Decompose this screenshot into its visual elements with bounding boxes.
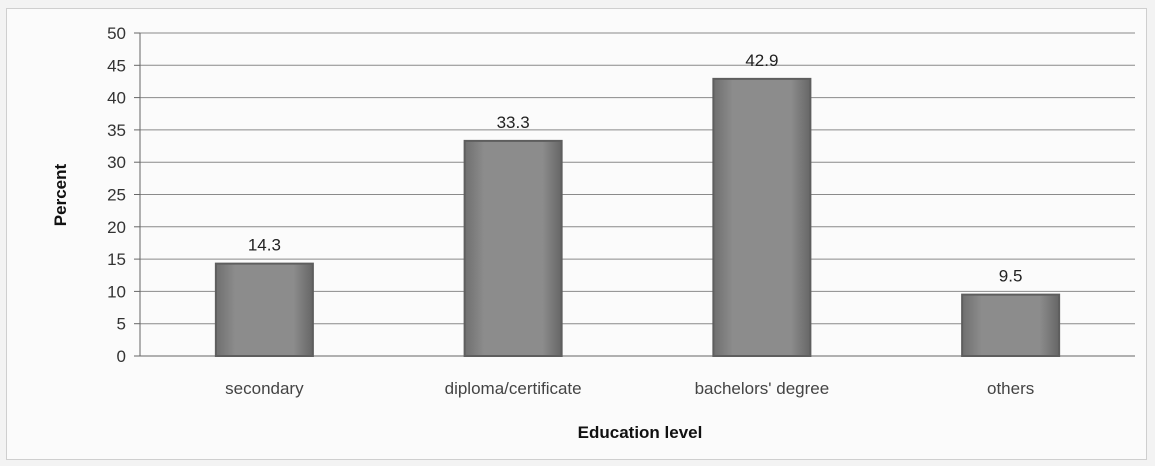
- data-label: 33.3: [497, 113, 530, 132]
- x-axis-title: Education level: [578, 423, 703, 442]
- y-tick-label: 25: [107, 186, 126, 205]
- y-tick-label: 5: [117, 315, 126, 334]
- bar-secondary: [214, 262, 314, 358]
- data-label: 42.9: [745, 51, 778, 70]
- data-label: 9.5: [999, 267, 1023, 286]
- bar-others: [961, 293, 1061, 358]
- bar-diploma-certificate: [463, 139, 563, 357]
- data-label: 14.3: [248, 236, 281, 255]
- y-tick-label: 50: [107, 24, 126, 43]
- y-tick-label: 35: [107, 121, 126, 140]
- x-category-label: secondary: [225, 379, 304, 398]
- y-tick-label: 10: [107, 282, 126, 301]
- y-axis-title: Percent: [51, 163, 70, 226]
- y-tick-label: 30: [107, 153, 126, 172]
- bar-bachelors-degree: [712, 77, 812, 357]
- y-tick-label: 40: [107, 89, 126, 108]
- chart-frame: [6, 8, 1147, 460]
- y-tick-label: 45: [107, 56, 126, 75]
- x-category-label: bachelors' degree: [695, 379, 830, 398]
- bars: [214, 77, 1061, 358]
- labels: 0 5 10 15 20 25 30 35 40 45 50 14.3 secondary 33.3 dip…: [107, 24, 1034, 398]
- x-category-label: others: [987, 379, 1034, 398]
- y-tick-label: 15: [107, 250, 126, 269]
- y-tick-label: 0: [117, 347, 126, 366]
- x-category-label: diploma/certificate: [445, 379, 582, 398]
- y-tick-label: 20: [107, 218, 126, 237]
